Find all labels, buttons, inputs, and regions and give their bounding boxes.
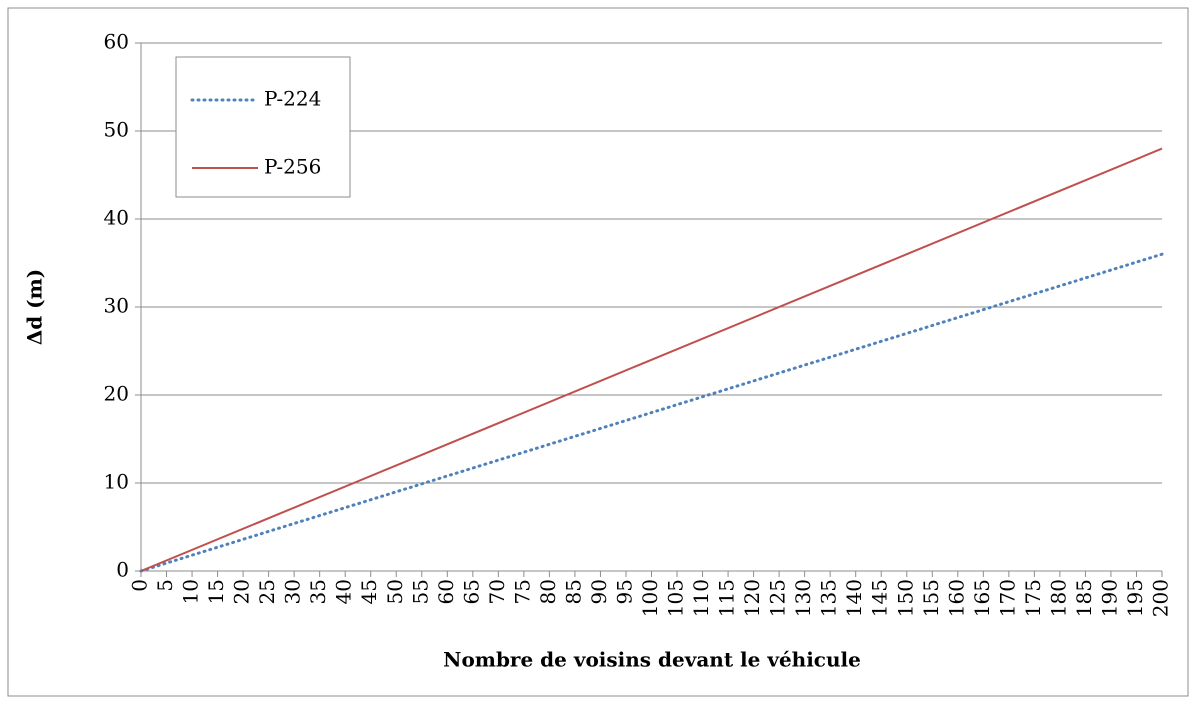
x-tick-label: 30	[281, 579, 305, 604]
y-tick-label: 20	[104, 382, 129, 406]
x-tick-label: 115	[715, 579, 739, 617]
x-tick-label: 85	[561, 579, 585, 604]
y-tick-label: 50	[104, 118, 129, 142]
series-line	[140, 147, 1163, 572]
legend: P-224 P-256	[175, 56, 351, 198]
x-tick-label: 70	[485, 579, 509, 604]
y-tick-label: 40	[104, 206, 129, 230]
x-tick-label: 75	[510, 579, 534, 604]
x-tick-label: 190	[1097, 579, 1121, 617]
x-tick-label: 0	[128, 579, 152, 592]
x-tick-label: 170	[995, 579, 1019, 617]
x-axis-title: Nombre de voisins devant le véhicule	[443, 648, 861, 672]
x-tick-label: 25	[255, 579, 279, 604]
y-tick-label: 30	[104, 294, 129, 318]
x-tick-label: 135	[817, 579, 841, 617]
x-tick-label: 45	[357, 579, 381, 604]
legend-label: P-224	[264, 87, 321, 111]
x-tick-label: 195	[1123, 579, 1147, 617]
x-tick-label: 95	[612, 579, 636, 604]
legend-label: P-256	[264, 155, 321, 179]
x-tick-label: 125	[766, 579, 790, 617]
x-tick-label: 35	[306, 579, 330, 604]
x-tick-label: 55	[408, 579, 432, 604]
x-tick-label: 175	[1021, 579, 1045, 617]
x-tick-label: 145	[868, 579, 892, 617]
x-tick-label: 120	[740, 579, 764, 617]
x-tick-label: 90	[587, 579, 611, 604]
x-tick-label: 140	[842, 579, 866, 617]
x-tick-label: 100	[638, 579, 662, 617]
x-tick-label: 40	[332, 579, 356, 604]
x-tick-label: 5	[153, 579, 177, 592]
y-tick-label: 10	[104, 470, 129, 494]
x-tick-label: 80	[536, 579, 560, 604]
y-tick-label: 0	[116, 558, 129, 582]
x-tick-label: 150	[893, 579, 917, 617]
x-tick-label: 180	[1046, 579, 1070, 617]
y-tick-label: 60	[104, 30, 129, 54]
x-tick-label: 65	[459, 579, 483, 604]
x-tick-label: 185	[1072, 579, 1096, 617]
x-tick-label: 155	[919, 579, 943, 617]
x-tick-label: 50	[383, 579, 407, 604]
x-tick-label: 10	[179, 579, 203, 604]
x-tick-label: 130	[791, 579, 815, 617]
x-tick-label: 160	[944, 579, 968, 617]
series-line	[139, 252, 1164, 573]
x-tick-label: 110	[689, 579, 713, 617]
x-tick-label: 200	[1149, 579, 1173, 617]
legend-box	[175, 56, 351, 198]
y-axis-title: Δd (m)	[23, 269, 47, 346]
x-tick-label: 20	[230, 579, 254, 604]
x-tick-label: 15	[204, 579, 228, 604]
x-tick-label: 60	[434, 579, 458, 604]
x-tick-label: 165	[970, 579, 994, 617]
x-tick-label: 105	[664, 579, 688, 617]
